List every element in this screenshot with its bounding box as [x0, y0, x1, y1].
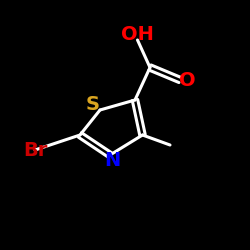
Text: O: O [179, 70, 196, 90]
Text: N: N [104, 150, 120, 170]
Text: Br: Br [23, 140, 47, 160]
Text: S: S [86, 96, 100, 114]
Text: OH: OH [121, 26, 154, 44]
